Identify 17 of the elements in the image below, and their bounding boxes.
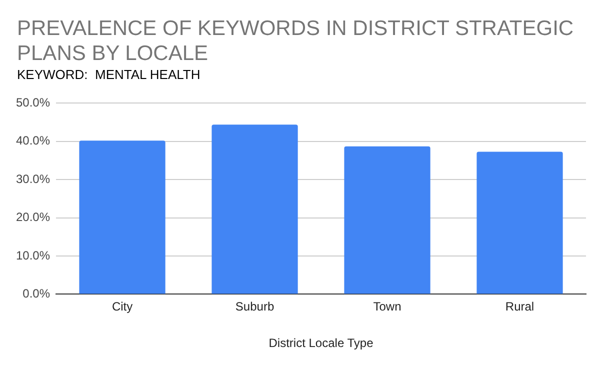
y-tick-label: 20.0% [16,210,50,224]
bar [79,140,166,294]
x-axis-title: District Locale Type [268,336,374,350]
x-tick-label: Town [373,300,402,314]
y-tick-label: 0.0% [22,286,50,301]
x-tick-label: City [112,300,133,314]
x-tick-label: Suburb [235,300,274,314]
bar [212,124,298,294]
y-tick-label: 30.0% [16,172,50,186]
chart-subtitle: KEYWORD: MENTAL HEALTH [17,67,200,82]
bar [476,152,563,294]
x-tick-label: Rural [505,300,534,314]
y-tick-label: 10.0% [16,248,50,262]
y-tick-label: 40.0% [16,134,50,148]
chart-title: PREVALENCE OF KEYWORDS IN DISTRICT STRATEGIC PLANS BY LOCALE [17,16,575,66]
bar [344,146,430,294]
y-tick-label: 50.0% [16,96,50,110]
